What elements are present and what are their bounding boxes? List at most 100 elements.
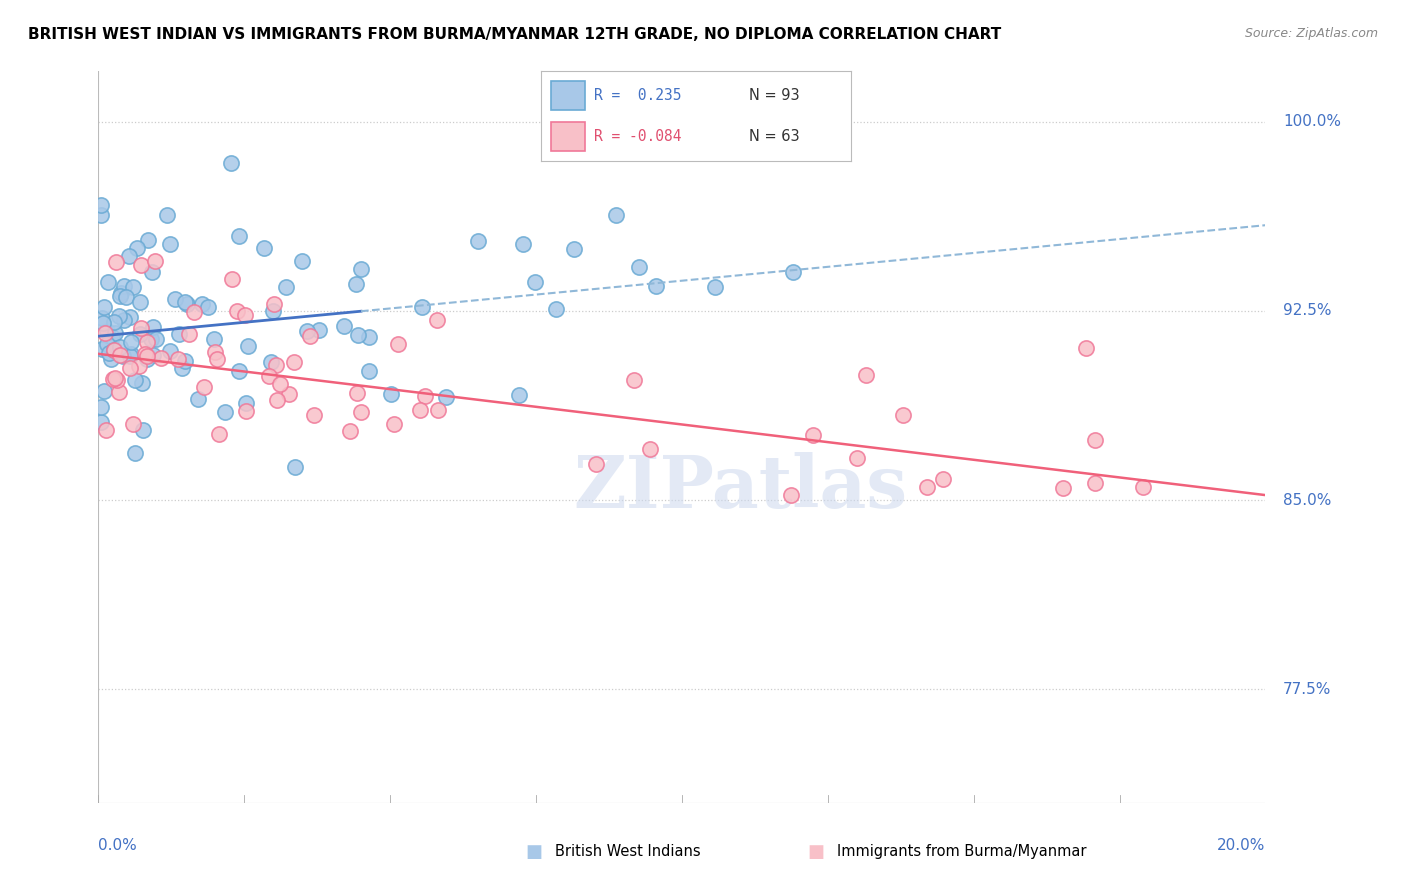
Point — [205, 352, 228, 367]
Point — [159, 236, 181, 251]
Point — [101, 330, 124, 344]
Point — [233, 308, 256, 322]
Point — [103, 315, 125, 329]
Text: 100.0%: 100.0% — [1282, 114, 1341, 129]
Point — [253, 241, 276, 255]
Point — [228, 228, 250, 243]
Point — [623, 373, 645, 387]
Point — [855, 368, 877, 382]
Point — [434, 390, 457, 404]
Point — [110, 348, 132, 362]
Point — [214, 404, 236, 418]
Point — [917, 480, 939, 494]
Point — [585, 457, 607, 471]
Point — [187, 392, 209, 406]
Point — [96, 324, 118, 338]
Point — [90, 208, 112, 222]
Text: BRITISH WEST INDIAN VS IMMIGRANTS FROM BURMA/MYANMAR 12TH GRADE, NO DIPLOMA CORR: BRITISH WEST INDIAN VS IMMIGRANTS FROM B… — [28, 27, 1001, 42]
Point — [204, 345, 226, 359]
Point — [1132, 480, 1154, 494]
Point — [269, 376, 291, 391]
Point — [94, 326, 117, 340]
Point — [298, 328, 321, 343]
Point — [350, 405, 373, 419]
Point — [409, 402, 432, 417]
Point — [122, 417, 145, 431]
Point — [605, 208, 627, 222]
Point — [426, 313, 449, 327]
Point — [284, 459, 307, 474]
Point — [170, 360, 193, 375]
Point — [96, 336, 118, 351]
Point — [208, 427, 231, 442]
Point — [104, 255, 127, 269]
Point — [103, 343, 125, 357]
Point — [136, 233, 159, 247]
Point — [115, 290, 138, 304]
Point — [221, 272, 243, 286]
Point — [98, 346, 121, 360]
Point — [290, 254, 312, 268]
Text: N = 63: N = 63 — [748, 129, 799, 144]
Text: 92.5%: 92.5% — [1282, 303, 1331, 318]
Point — [112, 279, 135, 293]
Point — [359, 364, 381, 378]
Text: N = 93: N = 93 — [748, 88, 799, 103]
Point — [120, 349, 142, 363]
Point — [90, 400, 112, 414]
Point — [101, 372, 124, 386]
Point — [225, 304, 247, 318]
Point — [104, 326, 127, 341]
Point — [263, 296, 285, 310]
Point — [179, 326, 201, 341]
Point — [628, 260, 651, 275]
Point — [228, 364, 250, 378]
Point — [141, 332, 163, 346]
Point — [122, 280, 145, 294]
Point — [93, 384, 115, 398]
Point — [91, 342, 114, 356]
Point — [145, 332, 167, 346]
Point — [274, 279, 297, 293]
Point — [129, 321, 152, 335]
Point — [110, 340, 132, 354]
Point — [125, 241, 148, 255]
Point — [202, 332, 225, 346]
Point — [704, 279, 727, 293]
Point — [801, 428, 824, 442]
Point — [380, 387, 402, 401]
Point — [104, 371, 127, 385]
Point — [107, 309, 129, 323]
Point — [1076, 341, 1098, 355]
Point — [128, 359, 150, 373]
Point — [645, 278, 668, 293]
Point — [105, 373, 128, 387]
Point — [100, 352, 122, 367]
Point — [103, 343, 125, 358]
Point — [308, 323, 330, 337]
Text: 0.0%: 0.0% — [98, 838, 138, 854]
Text: ■: ■ — [807, 843, 824, 861]
Point — [141, 348, 163, 362]
Point — [112, 313, 135, 327]
Point — [112, 349, 135, 363]
Point — [1084, 433, 1107, 447]
Point — [128, 295, 150, 310]
Point — [135, 350, 157, 364]
Point — [333, 318, 356, 333]
Point — [143, 254, 166, 268]
Point — [124, 446, 146, 460]
Text: 77.5%: 77.5% — [1282, 681, 1331, 697]
Point — [640, 442, 662, 456]
Point — [544, 301, 567, 316]
Point — [167, 351, 190, 366]
Point — [174, 354, 197, 368]
Point — [235, 395, 257, 409]
Point — [91, 317, 114, 331]
Point — [197, 300, 219, 314]
Point — [118, 310, 141, 324]
Point — [174, 294, 197, 309]
Point — [846, 451, 869, 466]
Point — [512, 237, 534, 252]
Text: 20.0%: 20.0% — [1218, 838, 1265, 854]
